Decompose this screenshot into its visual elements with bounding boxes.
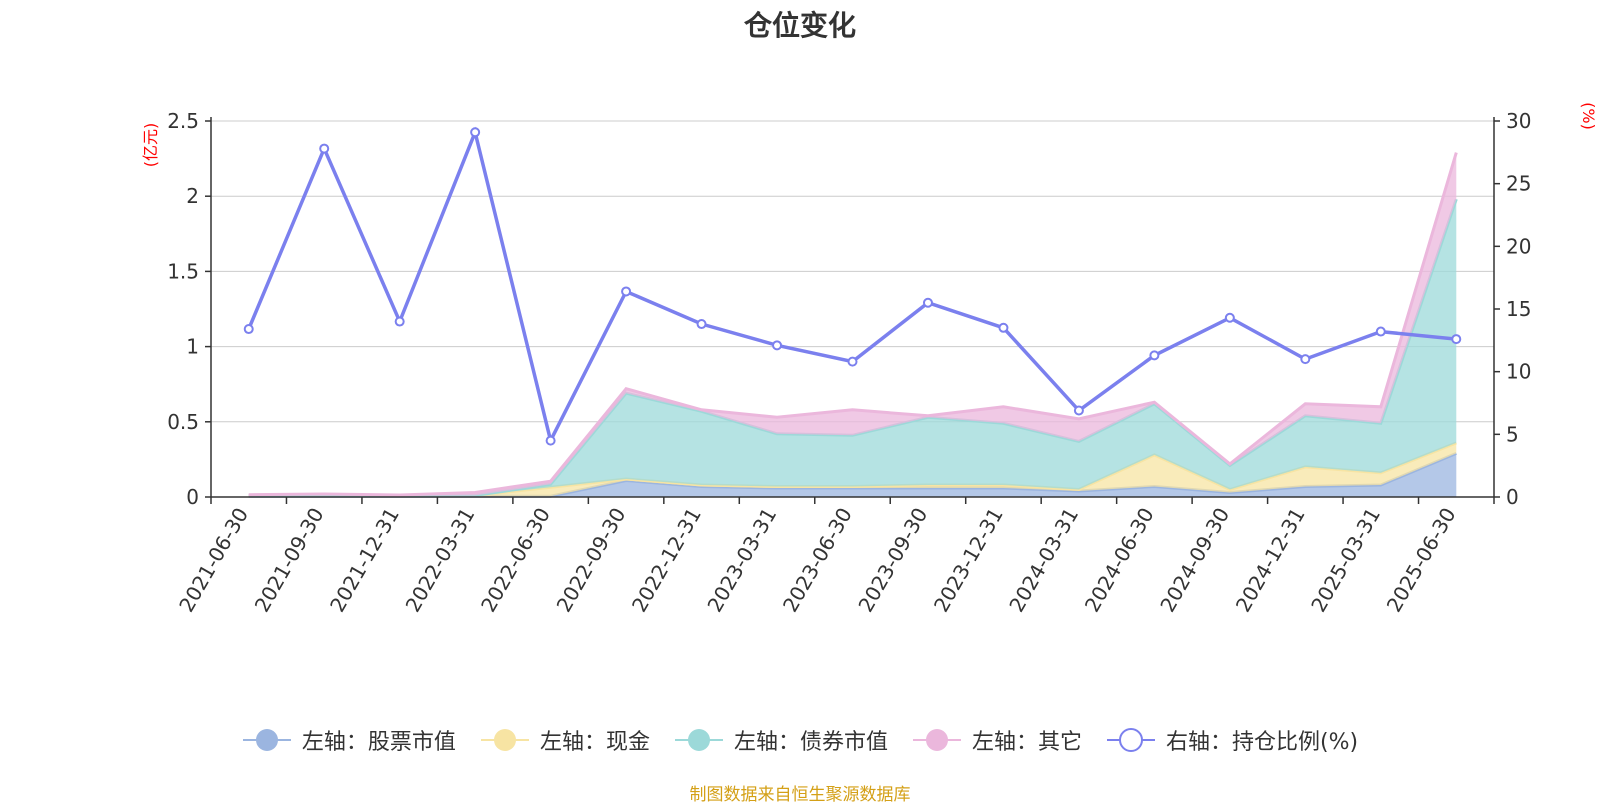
x-axis-tick-label: 2021-09-30 bbox=[250, 504, 329, 617]
chart-plot: 0 0.5 1 1.5 2 2.5 0 5 10 15 20 25 30 2021-06-302021-0… bbox=[141, 102, 1598, 617]
left-axis-tick-label: 1 bbox=[186, 335, 199, 359]
right-axis-tick-label: 15 bbox=[1506, 297, 1531, 321]
holding-ratio-point bbox=[243, 324, 254, 335]
chart-title: 仓位变化 bbox=[743, 9, 856, 42]
area-series-2 bbox=[248, 199, 1457, 496]
x-axis-tick-label: 2023-12-31 bbox=[929, 504, 1008, 617]
x-axis-tick-label: 2022-12-31 bbox=[627, 504, 706, 617]
right-axis-tick-label: 0 bbox=[1506, 485, 1519, 509]
holding-ratio-point bbox=[1375, 326, 1386, 337]
area-layer bbox=[248, 152, 1458, 498]
x-axis-tick-label: 2025-06-30 bbox=[1382, 504, 1461, 617]
legend-label: 左轴：股票市值 bbox=[301, 730, 456, 755]
left-axis-unit: (亿元) bbox=[141, 123, 160, 168]
grid-layer bbox=[211, 120, 1494, 423]
legend-circle-marker-icon bbox=[912, 729, 961, 751]
holding-ratio-point bbox=[1073, 405, 1084, 416]
holding-ratio-point bbox=[1149, 350, 1160, 361]
legend-label: 左轴：其它 bbox=[971, 730, 1082, 755]
legend-item-1[interactable]: 左轴：现金 bbox=[480, 724, 650, 756]
legend-item-4[interactable]: 右轴：持仓比例(%) bbox=[1106, 724, 1358, 756]
holding-ratio-point bbox=[1451, 334, 1462, 345]
legend-item-2[interactable]: 左轴：债券市值 bbox=[674, 724, 888, 756]
x-axis-tick-label: 2024-06-30 bbox=[1080, 504, 1159, 617]
x-axis-tick-label: 2023-06-30 bbox=[778, 504, 857, 617]
right-axis-tick-label: 10 bbox=[1506, 360, 1531, 384]
legend-label: 左轴：现金 bbox=[539, 730, 650, 755]
x-axis-tick-label: 2021-06-30 bbox=[174, 504, 253, 617]
holding-ratio-line bbox=[247, 126, 1457, 446]
legend-item-0[interactable]: 左轴：股票市值 bbox=[242, 724, 456, 756]
x-axis-tick-label: 2022-09-30 bbox=[552, 504, 631, 617]
x-axis-tick-label: 2024-12-31 bbox=[1231, 504, 1310, 617]
legend-circle-marker-icon bbox=[674, 729, 723, 751]
holding-ratio-point bbox=[922, 297, 933, 308]
x-axis-tick-label: 2024-03-31 bbox=[1004, 504, 1083, 617]
legend-circle-marker-icon bbox=[480, 729, 529, 751]
right-axis-tick-label: 25 bbox=[1506, 172, 1531, 196]
holding-ratio-point bbox=[394, 316, 405, 327]
area-series-3 bbox=[248, 152, 1457, 496]
left-axis-tick-label: 2.5 bbox=[167, 109, 199, 133]
holding-ratio-point bbox=[470, 127, 481, 138]
holding-ratio-point bbox=[319, 143, 330, 154]
legend-label: 左轴：债券市值 bbox=[733, 730, 888, 755]
legend: 左轴：股票市值 左轴：现金 左轴：债券市值 左轴：其它 右轴：持仓比例(%) bbox=[0, 722, 1600, 758]
legend-label: 右轴：持仓比例(%) bbox=[1165, 730, 1359, 755]
holding-ratio-point bbox=[998, 322, 1009, 333]
holding-ratio-point bbox=[1300, 354, 1311, 365]
x-axis-tick-label: 2025-03-31 bbox=[1306, 504, 1385, 617]
right-axis-unit: (%) bbox=[1579, 102, 1598, 130]
x-axis-tick-label: 2021-12-31 bbox=[325, 504, 404, 617]
line-layer bbox=[243, 126, 1462, 446]
left-axis-tick-label: 2 bbox=[186, 184, 199, 208]
x-axis-tick-label: 2022-06-30 bbox=[476, 504, 555, 617]
holding-ratio-point bbox=[545, 435, 556, 446]
holding-ratio-point bbox=[847, 356, 858, 367]
right-axis-tick-label: 20 bbox=[1506, 234, 1531, 258]
x-axis-tick-label: 2023-09-30 bbox=[853, 504, 932, 617]
right-axis-tick-label: 30 bbox=[1506, 109, 1531, 133]
legend-item-3[interactable]: 左轴：其它 bbox=[912, 724, 1082, 756]
x-axis-tick-label: 2024-09-30 bbox=[1155, 504, 1234, 617]
holding-ratio-point bbox=[772, 340, 783, 351]
right-axis-tick-label: 5 bbox=[1506, 422, 1519, 446]
legend-circle-marker-icon bbox=[242, 729, 291, 751]
holding-ratio-point bbox=[1224, 312, 1235, 323]
left-axis-tick-label: 0 bbox=[186, 485, 199, 509]
x-axis-tick-label: 2022-03-31 bbox=[401, 504, 480, 617]
holding-ratio-point bbox=[621, 286, 632, 297]
source-note: 制图数据来自恒生聚源数据库 bbox=[689, 785, 911, 805]
holding-ratio-point bbox=[696, 319, 707, 330]
legend-line-marker-icon bbox=[1106, 728, 1155, 752]
left-axis-tick-label: 1.5 bbox=[167, 259, 199, 283]
x-axis-tick-label: 2023-03-31 bbox=[702, 504, 781, 617]
area-edge-series-3 bbox=[248, 152, 1458, 497]
left-axis-tick-label: 0.5 bbox=[167, 410, 199, 434]
